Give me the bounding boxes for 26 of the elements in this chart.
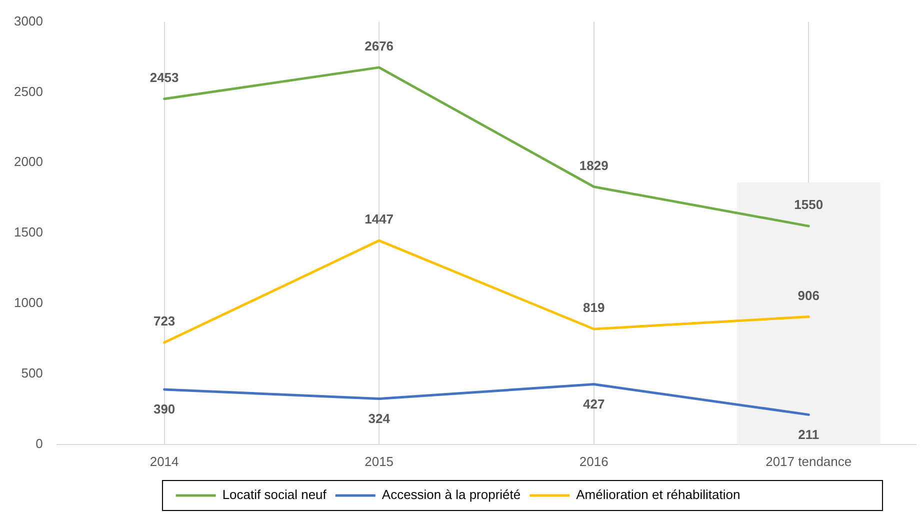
legend-label: Amélioration et réhabilitation xyxy=(576,487,740,502)
x-tick-label: 2015 xyxy=(364,454,394,469)
data-label: 390 xyxy=(153,402,176,417)
data-label: 1447 xyxy=(364,212,394,227)
data-label: 723 xyxy=(153,314,176,329)
data-label: 324 xyxy=(368,410,391,426)
y-tick-label: 1500 xyxy=(14,224,43,240)
x-tick-label: 2017 tendance xyxy=(766,454,852,469)
data-label: 906 xyxy=(798,288,820,303)
data-label: 1829 xyxy=(579,158,608,173)
x-tick-label: 2016 xyxy=(579,454,608,469)
y-tick-label: 3000 xyxy=(14,13,43,28)
data-label: 819 xyxy=(582,300,605,316)
legend-label: Locatif social neuf xyxy=(222,487,327,502)
data-label: 211 xyxy=(798,426,820,442)
y-tick-label: 500 xyxy=(21,366,43,381)
x-tick-label: 2014 xyxy=(150,454,179,469)
y-tick-label: 0 xyxy=(36,436,43,451)
legend-label: Accession à la propriété xyxy=(382,487,521,502)
y-tick-label: 1000 xyxy=(14,295,43,310)
data-label: 2453 xyxy=(150,70,179,85)
y-tick-label: 2000 xyxy=(14,154,43,170)
data-label: 427 xyxy=(582,396,605,412)
y-tick-label: 2500 xyxy=(14,84,43,99)
data-label: 2676 xyxy=(364,38,394,54)
data-label: 1550 xyxy=(794,197,824,212)
